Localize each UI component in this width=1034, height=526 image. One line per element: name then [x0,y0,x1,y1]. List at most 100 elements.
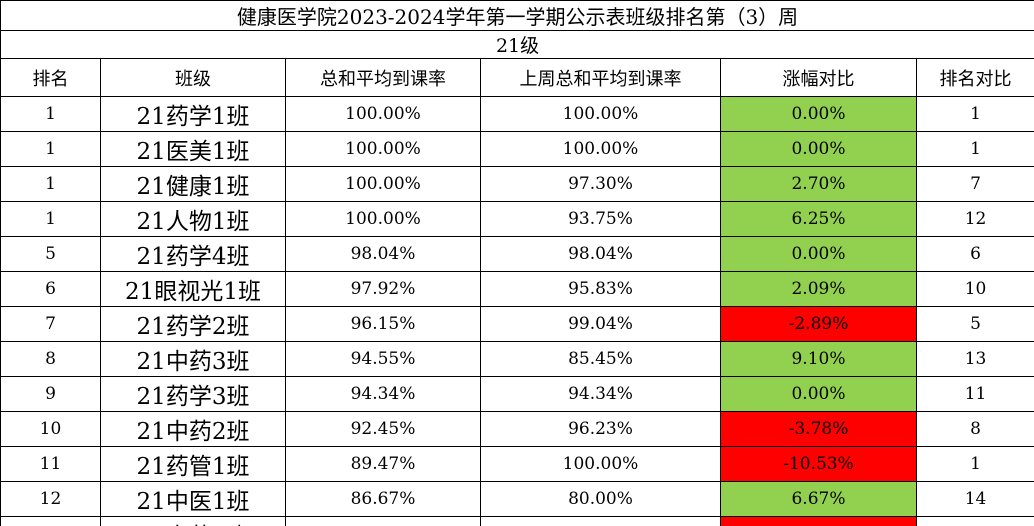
class-name-cell: 21医美1班 [100,131,286,167]
rank-cell: 1 [0,166,101,202]
current-attendance-cell: 100.00% [285,166,481,202]
header-row: 排名 班级 总和平均到课率 上周总和平均到课率 涨幅对比 排名对比 [0,58,1034,97]
lastweek-attendance-cell: 100.00% [480,446,721,482]
class-name-cell: 21人物1班 [100,201,286,237]
current-attendance-cell: 97.92% [285,271,481,307]
current-attendance-cell: 100.00% [285,131,481,167]
current-attendance-cell: 83.02% [285,516,481,526]
change-cell: 2.70% [720,166,917,202]
rank-cell: 1 [0,96,101,132]
table-row: 1 21人物1班 100.00% 93.75% 6.25% 12 [0,201,1034,237]
rank-cell: 10 [0,411,101,447]
class-name-cell: 21眼视光1班 [100,271,286,307]
rank-cell: 8 [0,341,101,377]
table-row: 1 21医美1班 100.00% 100.00% 0.00% 1 [0,131,1034,167]
current-attendance-cell: 98.04% [285,236,481,272]
lastweek-attendance-cell: 97.30% [480,166,721,202]
table-row: 12 21中医1班 86.67% 80.00% 6.67% 14 [0,481,1034,517]
change-cell: 0.00% [720,96,917,132]
class-name-cell: 21药学3班 [100,376,286,412]
lastweek-attendance-cell: 94.34% [480,376,721,412]
rank-compare-cell: 8 [915,411,1034,447]
class-name-cell: 21中药3班 [100,341,286,377]
rank-compare-cell: 12 [915,201,1034,237]
rank-compare-cell: 1 [915,96,1034,132]
current-attendance-cell: 96.15% [285,306,481,342]
column-header-change: 涨幅对比 [720,58,917,97]
rank-compare-cell: 13 [915,341,1034,377]
table-row: 10 21中药2班 92.45% 96.23% -3.78% 8 [0,411,1034,447]
table-row: 8 21中药3班 94.55% 85.45% 9.10% 13 [0,341,1034,377]
lastweek-attendance-cell: 96.23% [480,516,721,526]
current-attendance-cell: 94.34% [285,376,481,412]
rank-cell: 1 [0,131,101,167]
current-attendance-cell: 89.47% [285,446,481,482]
class-name-cell: 21药学2班 [100,306,286,342]
table-row: 11 21药管1班 89.47% 100.00% -10.53% 1 [0,446,1034,482]
change-cell: -2.89% [720,306,917,342]
current-attendance-cell: 86.67% [285,481,481,517]
class-name-cell: 21中药2班 [100,411,286,447]
change-cell: 9.10% [720,341,917,377]
lastweek-attendance-cell: 93.75% [480,201,721,237]
change-cell: 0.00% [720,376,917,412]
table-row: 9 21药学3班 94.34% 94.34% 0.00% 11 [0,376,1034,412]
table-row: 13 21中药1班 83.02% 96.23% -13.21% 8 [0,516,1034,526]
rank-compare-cell: 1 [915,446,1034,482]
change-cell: 6.67% [720,481,917,517]
rank-compare-cell: 7 [915,166,1034,202]
change-cell: 0.00% [720,131,917,167]
current-attendance-cell: 100.00% [285,96,481,132]
current-attendance-cell: 92.45% [285,411,481,447]
rank-compare-cell: 10 [915,271,1034,307]
lastweek-attendance-cell: 95.83% [480,271,721,307]
lastweek-attendance-cell: 85.45% [480,341,721,377]
rank-compare-cell: 1 [915,131,1034,167]
column-header-class: 班级 [100,58,286,97]
rank-compare-cell: 6 [915,236,1034,272]
table-row: 1 21健康1班 100.00% 97.30% 2.70% 7 [0,166,1034,202]
rank-cell: 9 [0,376,101,412]
lastweek-attendance-cell: 96.23% [480,411,721,447]
rank-cell: 11 [0,446,101,482]
rank-cell: 12 [0,481,101,517]
rank-cell: 13 [0,516,101,526]
change-cell: 2.09% [720,271,917,307]
rank-compare-cell: 14 [915,481,1034,517]
lastweek-attendance-cell: 100.00% [480,131,721,167]
current-attendance-cell: 100.00% [285,201,481,237]
table-row: 6 21眼视光1班 97.92% 95.83% 2.09% 10 [0,271,1034,307]
rank-cell: 6 [0,271,101,307]
table-row: 7 21药学2班 96.15% 99.04% -2.89% 5 [0,306,1034,342]
lastweek-attendance-cell: 80.00% [480,481,721,517]
table-row: 5 21药学4班 98.04% 98.04% 0.00% 6 [0,236,1034,272]
change-cell: -3.78% [720,411,917,447]
column-header-rank: 排名 [0,58,101,97]
table-row: 1 21药学1班 100.00% 100.00% 0.00% 1 [0,96,1034,132]
class-name-cell: 21健康1班 [100,166,286,202]
page-title: 健康医学院2023-2024学年第一学期公示表班级排名第（3）周 [0,0,1034,31]
column-header-current-attendance: 总和平均到课率 [285,58,481,97]
change-cell: -13.21% [720,516,917,526]
change-cell: 6.25% [720,201,917,237]
change-cell: -10.53% [720,446,917,482]
column-header-rank-compare: 排名对比 [915,58,1034,97]
title-row: 健康医学院2023-2024学年第一学期公示表班级排名第（3）周 [0,0,1034,31]
lastweek-attendance-cell: 98.04% [480,236,721,272]
rank-cell: 1 [0,201,101,237]
class-name-cell: 21药学1班 [100,96,286,132]
current-attendance-cell: 94.55% [285,341,481,377]
rank-compare-cell: 11 [915,376,1034,412]
class-name-cell: 21中药1班 [100,516,286,526]
rank-cell: 7 [0,306,101,342]
column-header-lastweek-attendance: 上周总和平均到课率 [480,58,721,97]
subtitle-row: 21级 [0,30,1034,59]
class-name-cell: 21中医1班 [100,481,286,517]
rank-cell: 5 [0,236,101,272]
grade-subtitle: 21级 [0,30,1034,59]
class-name-cell: 21药学4班 [100,236,286,272]
rank-compare-cell: 8 [915,516,1034,526]
class-name-cell: 21药管1班 [100,446,286,482]
